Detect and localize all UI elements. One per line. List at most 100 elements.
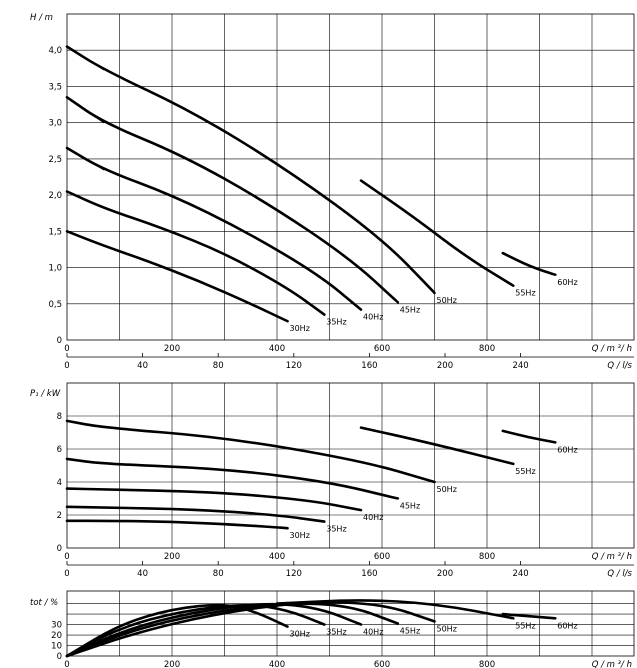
- curve-label-45Hz: 45Hz: [400, 502, 420, 511]
- x-axis-label: Q / m ³/ h: [592, 552, 632, 562]
- x-tick-label: 400: [269, 344, 285, 354]
- y-tick-label: 20: [51, 631, 62, 641]
- curve-label-40Hz: 40Hz: [363, 628, 383, 637]
- head-panel: 00,51,01,52,02,53,03,54,00 200 400 600 800 Q …: [30, 13, 635, 371]
- curve-label-40Hz: 40Hz: [363, 513, 383, 522]
- curve-lead-45Hz: [66, 458, 105, 465]
- y-tick-label: 4: [57, 478, 62, 488]
- x-tick-label: 200: [164, 552, 180, 562]
- curve-label-55Hz: 55Hz: [515, 621, 535, 630]
- y-tick-label: 8: [57, 412, 62, 422]
- curve-30Hz: [65, 519, 289, 530]
- x-tick-label: 200: [164, 344, 180, 354]
- curve-lead-40Hz: [66, 488, 105, 490]
- x-tick-label: 600: [374, 552, 390, 562]
- curve-label-30Hz: 30Hz: [290, 630, 310, 639]
- y-tick-label: 3,5: [48, 82, 62, 92]
- y-axis-label: tot / %: [30, 598, 58, 608]
- curve-label-55Hz: 55Hz: [515, 289, 535, 298]
- x-axis-label: Q / m ³/ h: [592, 344, 632, 354]
- curve-label-50Hz: 50Hz: [437, 624, 457, 633]
- curve-60Hz: [501, 251, 557, 277]
- curve-50Hz: [65, 601, 436, 658]
- curve-60Hz: [501, 429, 557, 444]
- x-tick-label: 0: [64, 552, 69, 562]
- x-tick-label: 0: [64, 344, 69, 354]
- secondary-x-tick-label: 80: [213, 569, 224, 579]
- curve-label-45Hz: 45Hz: [400, 627, 420, 636]
- curve-50Hz: [65, 45, 436, 295]
- secondary-x-tick-label: 0: [64, 569, 69, 579]
- x-tick-label: 800: [479, 344, 495, 354]
- plot-frame: [66, 13, 635, 341]
- x-tick-label: 600: [374, 344, 390, 354]
- secondary-x-tick-label: 80: [213, 361, 224, 371]
- curve-lead-35Hz: [66, 506, 105, 509]
- secondary-x-tick-label: 200: [437, 569, 453, 579]
- curve-lead-50Hz: [66, 46, 105, 71]
- curve-label-50Hz: 50Hz: [437, 485, 457, 494]
- y-tick-label: 2,5: [48, 155, 62, 165]
- x-tick-label: 400: [269, 660, 285, 668]
- curve-label-30Hz: 30Hz: [290, 324, 310, 333]
- plot-frame: [66, 590, 635, 657]
- x-tick-label: 400: [269, 552, 285, 562]
- y-tick-label: 30: [51, 621, 62, 631]
- curve-45Hz: [65, 602, 400, 658]
- curve-lead-45Hz: [66, 96, 105, 124]
- curve-lead-50Hz: [66, 420, 105, 429]
- curve-label-30Hz: 30Hz: [290, 531, 310, 540]
- curve-label-60Hz: 60Hz: [557, 621, 577, 630]
- curve-label-45Hz: 45Hz: [400, 305, 420, 314]
- curve-label-35Hz: 35Hz: [326, 628, 346, 637]
- curve-label-60Hz: 60Hz: [557, 445, 577, 454]
- y-tick-label: 6: [57, 445, 62, 455]
- curve-lead-30Hz: [66, 230, 105, 247]
- secondary-x-axis-label: Q / l/s: [607, 569, 632, 579]
- x-tick-label: 800: [479, 660, 495, 668]
- curve-label-50Hz: 50Hz: [437, 296, 457, 305]
- curve-35Hz: [65, 604, 326, 658]
- secondary-x-tick-label: 120: [286, 569, 302, 579]
- curve-label-35Hz: 35Hz: [326, 525, 346, 534]
- y-tick-label: 3,0: [48, 119, 62, 129]
- y-axis-label: P₁ / kW: [30, 389, 61, 399]
- curve-label-40Hz: 40Hz: [363, 313, 383, 322]
- secondary-x-tick-label: 160: [361, 361, 377, 371]
- secondary-x-tick-label: 40: [137, 569, 148, 579]
- secondary-x-tick-label: 0: [64, 361, 69, 371]
- curve-60Hz: [501, 612, 557, 620]
- secondary-x-tick-label: 240: [512, 361, 528, 371]
- x-tick-label: 600: [374, 660, 390, 668]
- y-tick-label: 1,0: [48, 264, 62, 274]
- y-tick-label: 10: [51, 642, 62, 652]
- y-tick-label: 1,5: [48, 227, 62, 237]
- secondary-x-tick-label: 160: [361, 569, 377, 579]
- curve-lead-35Hz: [66, 190, 105, 209]
- x-tick-label: 0: [64, 660, 69, 668]
- curve-label-35Hz: 35Hz: [326, 318, 346, 327]
- curve-label-55Hz: 55Hz: [515, 467, 535, 476]
- curve-35Hz: [65, 190, 326, 316]
- y-tick-label: 0: [57, 336, 62, 346]
- secondary-x-axis-label: Q / l/s: [607, 361, 632, 371]
- curve-30Hz: [65, 603, 289, 658]
- y-tick-label: 0,5: [48, 300, 62, 310]
- y-tick-label: 4,0: [48, 46, 62, 56]
- curve-45Hz: [65, 96, 400, 304]
- curve-55Hz: [359, 426, 515, 466]
- curve-label-60Hz: 60Hz: [557, 278, 577, 287]
- secondary-x-tick-label: 120: [286, 361, 302, 371]
- y-tick-label: 0: [57, 544, 62, 554]
- curve-40Hz: [65, 602, 363, 658]
- secondary-x-tick-label: 240: [512, 569, 528, 579]
- plot-frame: [66, 382, 635, 549]
- x-axis-label: Q / m ³/ h: [592, 660, 632, 668]
- x-tick-label: 800: [479, 552, 495, 562]
- y-tick-label: 2,0: [48, 191, 62, 201]
- y-axis-label: H / m: [30, 13, 53, 23]
- secondary-x-tick-label: 40: [137, 361, 148, 371]
